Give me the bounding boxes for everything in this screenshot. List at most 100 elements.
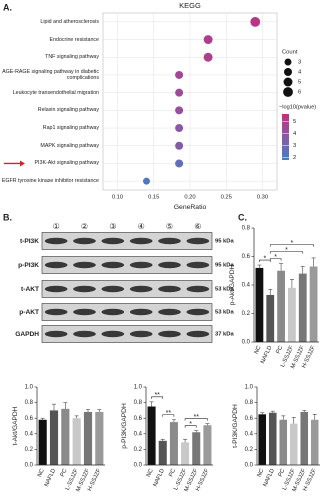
x-tick-label: 0.10 <box>112 195 123 201</box>
category-label: Relaxin signaling pathway <box>37 107 99 114</box>
blot-band <box>129 308 153 316</box>
blot-row-label: p-AKT <box>19 309 39 316</box>
blot-strip <box>41 280 213 298</box>
blot-band <box>186 308 210 316</box>
significance-label: * <box>189 421 192 428</box>
blot-strip <box>41 232 213 250</box>
blot-band <box>158 330 181 338</box>
y-tick-label: 0.8 <box>242 226 251 232</box>
dot <box>203 35 213 45</box>
x-tick-label: PC <box>168 468 177 478</box>
blot-band <box>73 330 96 338</box>
colorbar <box>282 114 289 160</box>
significance-bracket <box>184 418 208 421</box>
y-axis-label: t-Akt/GAPDH <box>12 406 19 445</box>
significance-bracket <box>259 259 271 263</box>
x-tick-label: PC <box>278 468 287 478</box>
blot-size-label: 53 kDa <box>215 287 234 293</box>
y-axis-label: p-PI3K/GAPDH <box>121 403 128 449</box>
bar <box>277 270 285 342</box>
size-legend-label: 6 <box>298 90 301 96</box>
bar <box>147 406 156 465</box>
category-label: Leukocyte transendothelial migration <box>12 89 99 96</box>
dot <box>250 16 261 27</box>
panel-label: B. <box>3 212 12 222</box>
y-tick-label: 0.6 <box>134 416 143 422</box>
significance-bracket <box>269 244 314 247</box>
blot-strip <box>41 303 213 321</box>
blot-strip <box>41 256 213 274</box>
blot-band <box>186 261 210 269</box>
lane-label: ⑥ <box>194 222 201 231</box>
dot <box>203 52 213 62</box>
x-tick-label: NC <box>256 468 265 478</box>
y-tick-label: 0.0 <box>134 463 143 469</box>
x-tick-label: NC <box>37 468 46 478</box>
significance-label: * <box>263 255 266 262</box>
blot-row-label: GAPDH <box>15 331 39 338</box>
y-tick-label: 0.0 <box>25 463 34 469</box>
bar <box>158 440 167 465</box>
x-tick-label: 0.20 <box>184 195 195 201</box>
bar <box>72 418 81 465</box>
dot <box>175 141 184 150</box>
blot-size-label: 37 kDa <box>215 332 234 338</box>
x-tick-label: 0.15 <box>148 195 159 201</box>
size-legend-label: 4 <box>298 70 302 76</box>
significance-label: * <box>291 240 294 247</box>
significance-bracket <box>269 258 282 261</box>
panel-label: C. <box>238 212 247 222</box>
blot-band <box>129 285 153 293</box>
colorbar-label: 4 <box>293 131 297 137</box>
significance-bracket <box>151 396 164 399</box>
blot-band <box>129 261 153 269</box>
dot <box>175 124 184 133</box>
x-axis-label: GeneRatio <box>174 204 207 211</box>
x-tick-label: 0.30 <box>257 195 268 201</box>
blot-band <box>101 330 125 338</box>
blot-row-label: t-AKT <box>21 286 39 293</box>
x-tick-label: PC <box>275 345 284 355</box>
bar <box>181 442 190 465</box>
y-tick-label: 0.2 <box>25 447 34 453</box>
category-label: Lipid and atherosclerosis <box>40 18 99 25</box>
color-legend-title: −log10(pvalue) <box>279 104 316 110</box>
blot-band <box>73 308 96 316</box>
x-tick-label: NAFLD <box>44 468 57 488</box>
lane-label: ① <box>53 222 60 231</box>
blot-band <box>158 237 181 245</box>
bar <box>300 411 309 465</box>
lane-label: ③ <box>109 222 116 231</box>
bar <box>289 423 298 465</box>
lane-label: ② <box>81 222 88 231</box>
bar <box>38 419 47 465</box>
category-label: AGE-RAGE signaling pathway in diabetic c… <box>2 68 99 81</box>
size-legend-label: 3 <box>298 60 301 66</box>
blot-band <box>101 237 125 245</box>
size-legend-dot <box>284 58 292 66</box>
y-axis-label: t-PI3K/GAPDH <box>232 404 239 448</box>
colorbar-label: 3 <box>293 143 296 149</box>
blot-band <box>101 285 125 293</box>
y-tick-label: 0.8 <box>245 400 254 406</box>
y-tick-label: 0.4 <box>25 431 34 437</box>
blot-band <box>129 330 153 338</box>
blot-size-label: 95 kDa <box>215 263 234 269</box>
significance-label: ** <box>194 414 200 421</box>
y-tick-label: 0.8 <box>134 400 143 406</box>
highlight-arrowhead <box>20 160 25 167</box>
y-tick-label: 0.8 <box>25 400 34 406</box>
blot-band <box>186 285 210 293</box>
bar <box>255 267 264 342</box>
y-tick-label: 0.4 <box>245 431 254 437</box>
y-tick-label: 1.0 <box>134 385 143 391</box>
size-legend-label: 5 <box>298 80 301 86</box>
y-tick-label: 1.0 <box>245 385 254 391</box>
y-tick-label: 0.2 <box>134 447 143 453</box>
blot-band <box>101 261 125 269</box>
bar <box>258 414 267 465</box>
significance-label: * <box>285 247 288 254</box>
y-tick-label: 1.0 <box>25 385 34 391</box>
size-legend-dot <box>283 77 293 87</box>
